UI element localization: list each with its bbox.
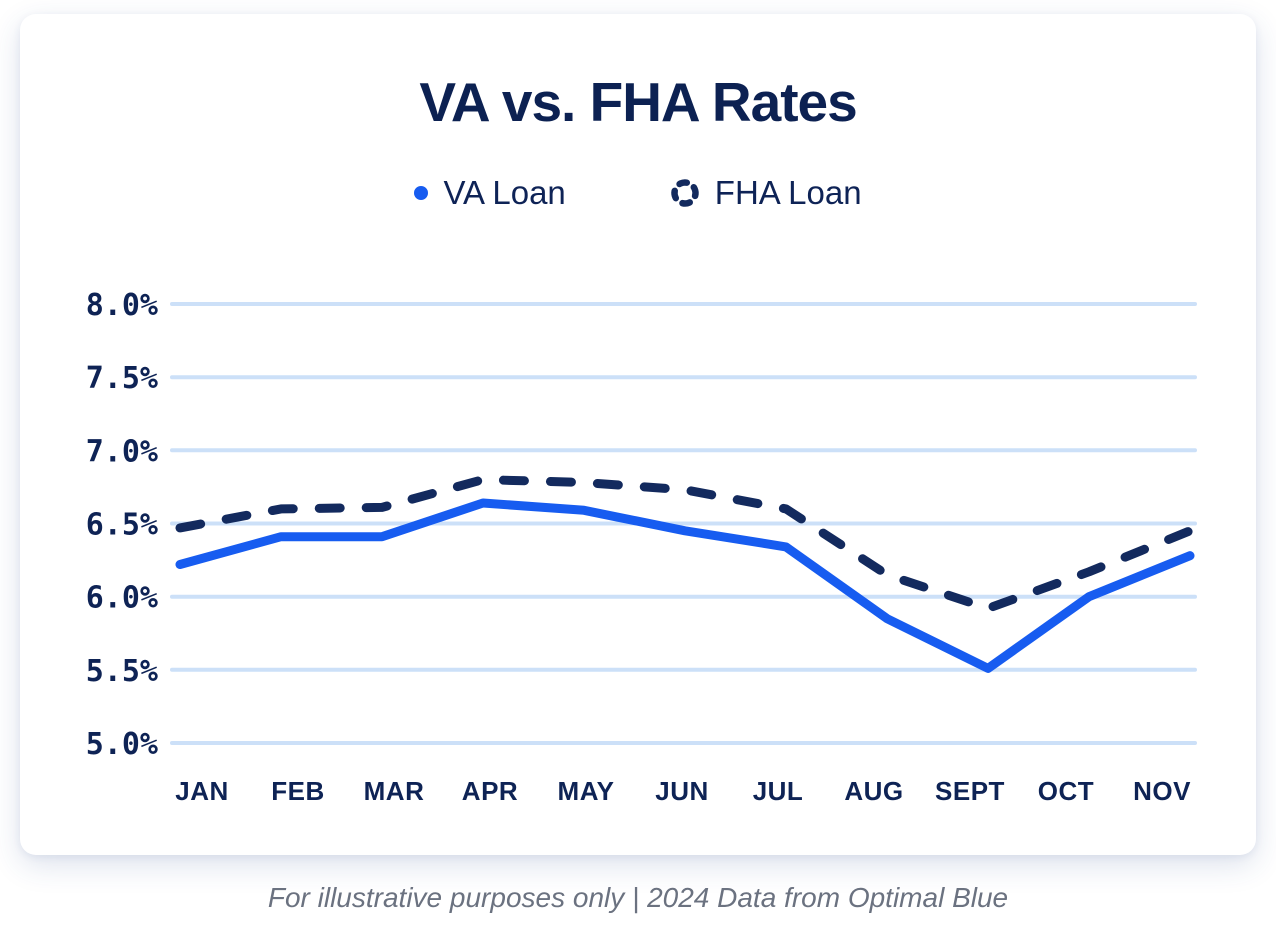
- x-axis-month-label: JAN: [175, 776, 229, 806]
- x-axis-month-label: NOV: [1133, 776, 1191, 806]
- legend-item-va-loan: VA Loan: [414, 174, 566, 212]
- x-axis-month-label: OCT: [1038, 776, 1094, 806]
- y-axis-tick-label: 7.5%: [86, 361, 158, 396]
- va-loan-marker-icon: [414, 186, 429, 200]
- x-axis-month-label: MAY: [558, 776, 615, 806]
- legend-label-fha-loan: FHA Loan: [714, 174, 862, 211]
- y-axis-tick-label: 5.5%: [86, 654, 158, 689]
- fha-loan-marker-icon: [671, 179, 699, 207]
- y-axis-tick-label: 8.0%: [86, 288, 158, 323]
- chart-footnote: For illustrative purposes only | 2024 Da…: [267, 882, 1009, 913]
- legend-item-fha-loan: FHA Loan: [670, 174, 862, 212]
- y-axis-tick-label: 6.5%: [86, 508, 158, 543]
- y-axis-tick-label: 7.0%: [86, 434, 158, 469]
- x-axis-month-label: JUL: [753, 776, 804, 806]
- x-axis-month-label: MAR: [364, 776, 425, 806]
- x-axis-month-label: FEB: [271, 776, 325, 806]
- x-axis-month-label: APR: [462, 776, 518, 806]
- series-line-fha-loan: [175, 475, 1195, 613]
- chart-title: VA vs. FHA Rates: [419, 71, 857, 133]
- chart-card: VA vs. FHA Rates VA Loan FHA Loan 8.0% 7.…: [20, 14, 1256, 855]
- x-axis-month-label: JUN: [655, 776, 709, 806]
- y-axis-tick-label: 5.0%: [86, 727, 158, 762]
- series-line-va-loan: [175, 498, 1195, 673]
- legend-label-va-loan: VA Loan: [443, 174, 566, 211]
- y-axis-tick-label: 6.0%: [86, 581, 158, 616]
- x-axis-month-label: SEPT: [935, 776, 1005, 806]
- legend: VA Loan FHA Loan: [20, 174, 1256, 212]
- x-axis-month-label: AUG: [844, 776, 903, 806]
- line-chart: 8.0% 7.5% 7.0% 6.5% 6.0% 5.5% 5.0% JAN FEB MAR APR…: [86, 288, 1197, 806]
